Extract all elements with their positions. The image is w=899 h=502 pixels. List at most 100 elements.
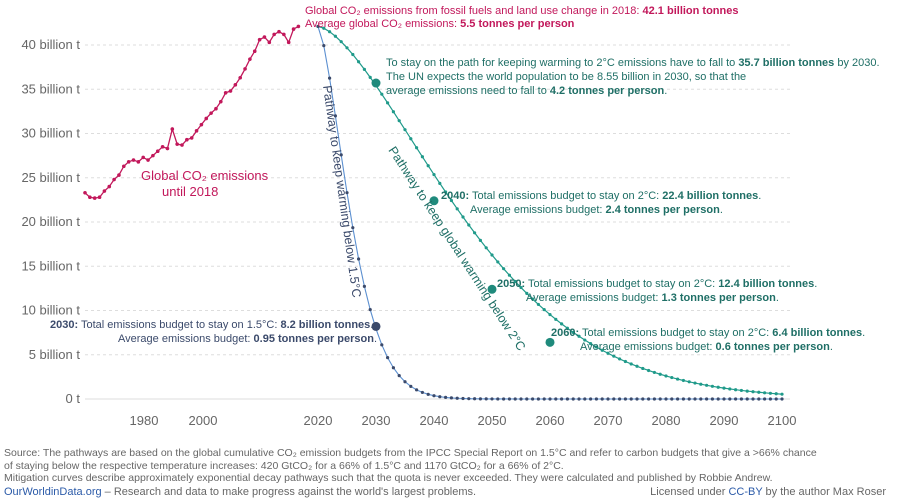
pathway-15c-point xyxy=(502,397,506,401)
historical-point xyxy=(107,184,112,189)
pathway-15c-point xyxy=(623,397,628,401)
pathway-2c-point xyxy=(560,322,564,326)
y-tick-label: 40 billion t xyxy=(21,37,80,52)
annotation-2018-total: Global CO₂ emissions from fossil fuels a… xyxy=(305,5,738,17)
pathway-15c-point xyxy=(728,397,732,401)
pathway-15c-point xyxy=(432,394,436,398)
source-note-line3: Mitigation curves describe approximately… xyxy=(4,472,773,484)
pathway-2c-point xyxy=(519,285,523,290)
pathway-2c-point xyxy=(670,375,674,380)
pathway-15c-point xyxy=(687,397,691,401)
pathway-2c-point xyxy=(641,366,645,371)
pathway-15c-point xyxy=(444,395,448,400)
historical-point xyxy=(131,158,136,162)
pathway-2c-point xyxy=(699,382,703,386)
pathway-2c-point xyxy=(693,381,697,385)
pathway-15c-point xyxy=(757,397,761,401)
x-tick-label: 2040 xyxy=(420,413,449,428)
pathway-15c-point xyxy=(606,397,610,401)
pathway-15c-point xyxy=(780,397,784,401)
pathway-2c-point xyxy=(676,377,680,381)
pathway-15c-point xyxy=(386,356,390,360)
pathway-15c-point xyxy=(496,397,500,401)
pathway-2c-point xyxy=(751,390,755,394)
owid-link[interactable]: OurWorldinData.org xyxy=(4,486,102,498)
pathway-15c-point xyxy=(571,397,575,401)
chart-credits: OurWorldinData.org – Research and data t… xyxy=(4,486,894,500)
pathway-2c-point xyxy=(583,338,587,342)
pathway-15c-point xyxy=(577,397,581,401)
pathway-15c-point xyxy=(554,397,558,401)
pathway-15c-point xyxy=(449,396,453,400)
pathway-15c-point xyxy=(420,390,424,395)
pathway-2c-point xyxy=(467,223,471,227)
pathway-2c-point xyxy=(542,308,546,312)
y-tick-label: 5 billion t xyxy=(29,347,81,362)
pathway-15c-point xyxy=(589,397,593,401)
pathway-2c-point xyxy=(745,389,749,393)
pathway-15c-point xyxy=(670,397,674,401)
pathway-2c-point xyxy=(734,388,738,392)
pathway-15c-point xyxy=(676,397,680,401)
pathway-15c-point xyxy=(333,114,337,118)
pathway-15c-point xyxy=(658,397,662,401)
pathway-15c-point xyxy=(519,397,523,401)
pathway-15c-point xyxy=(391,366,395,370)
pathway-15c-point xyxy=(583,397,587,401)
x-tick-label: 2050 xyxy=(478,413,507,428)
x-tick-label: 2020 xyxy=(304,413,333,428)
pathway-2c-point xyxy=(652,370,657,375)
x-tick-label: 2070 xyxy=(594,413,623,428)
pathway-2c-point xyxy=(565,326,570,330)
pathway-2c-point xyxy=(478,238,482,242)
emissions-chart: 0 t 5 billion t 10 billion t 15 billion t 20… xyxy=(21,5,879,428)
pathway-2c-point xyxy=(357,60,361,64)
pathway-15c-point xyxy=(745,397,749,401)
pathway-2c-highlight xyxy=(371,78,381,88)
x-tick-label: 1980 xyxy=(130,413,159,428)
pathway-2c-point xyxy=(473,231,477,235)
pathway-15c-point xyxy=(328,76,332,80)
pathway-15c-point xyxy=(507,397,511,401)
historical-point xyxy=(180,143,184,147)
pathway-15c-point xyxy=(751,397,755,401)
x-tick-label: 2060 xyxy=(536,413,565,428)
historical-point xyxy=(272,32,276,37)
pathway-2c-point xyxy=(618,357,622,361)
historical-series-label-2: until 2018 xyxy=(162,184,218,199)
pathway-2c-point xyxy=(658,372,662,376)
historical-point xyxy=(194,129,199,133)
pathway-15c-point xyxy=(426,392,430,396)
pathway-15c-point xyxy=(531,397,535,401)
pathway-2c-point xyxy=(368,75,372,79)
historical-point xyxy=(189,136,194,140)
pathway-15c-point xyxy=(618,397,622,401)
annotation-2030-2c-line2: The UN expects the world population to b… xyxy=(386,71,746,83)
pathway-2c-point xyxy=(362,67,366,71)
annotation-2040-line2: Average emissions budget: 2.4 tonnes per… xyxy=(470,204,723,216)
historical-point xyxy=(209,111,213,115)
pathway-15c-point xyxy=(473,397,477,401)
pathway-15c-point xyxy=(397,374,401,378)
y-tick-label: 30 billion t xyxy=(21,126,80,141)
pathway-2c-point xyxy=(774,392,778,396)
pathway-2c-point xyxy=(525,291,529,296)
x-tick-label: 2090 xyxy=(710,413,739,428)
cc-by-link[interactable]: CC-BY xyxy=(728,486,763,498)
pathway-2c-point xyxy=(768,391,773,395)
pathway-15c-point xyxy=(536,397,541,401)
source-note-line1: Source: The pathways are based on the gl… xyxy=(4,447,817,459)
pathway-2c-point xyxy=(664,374,668,378)
pathway-15c-point xyxy=(768,397,773,401)
pathway-15c-point xyxy=(652,397,657,401)
pathway-2c-point xyxy=(763,391,767,395)
historical-point xyxy=(223,90,228,95)
source-note-line2: of staying below the respective temperat… xyxy=(4,459,564,472)
pathway-2c-point xyxy=(681,378,686,383)
pathway-2c-point xyxy=(409,137,413,141)
pathway-2c-point xyxy=(710,384,715,388)
pathway-15c-point xyxy=(484,397,488,401)
pathway-2c-point xyxy=(647,368,651,373)
pathway-15c-point xyxy=(612,397,616,401)
pathway-2c-point xyxy=(333,34,337,38)
